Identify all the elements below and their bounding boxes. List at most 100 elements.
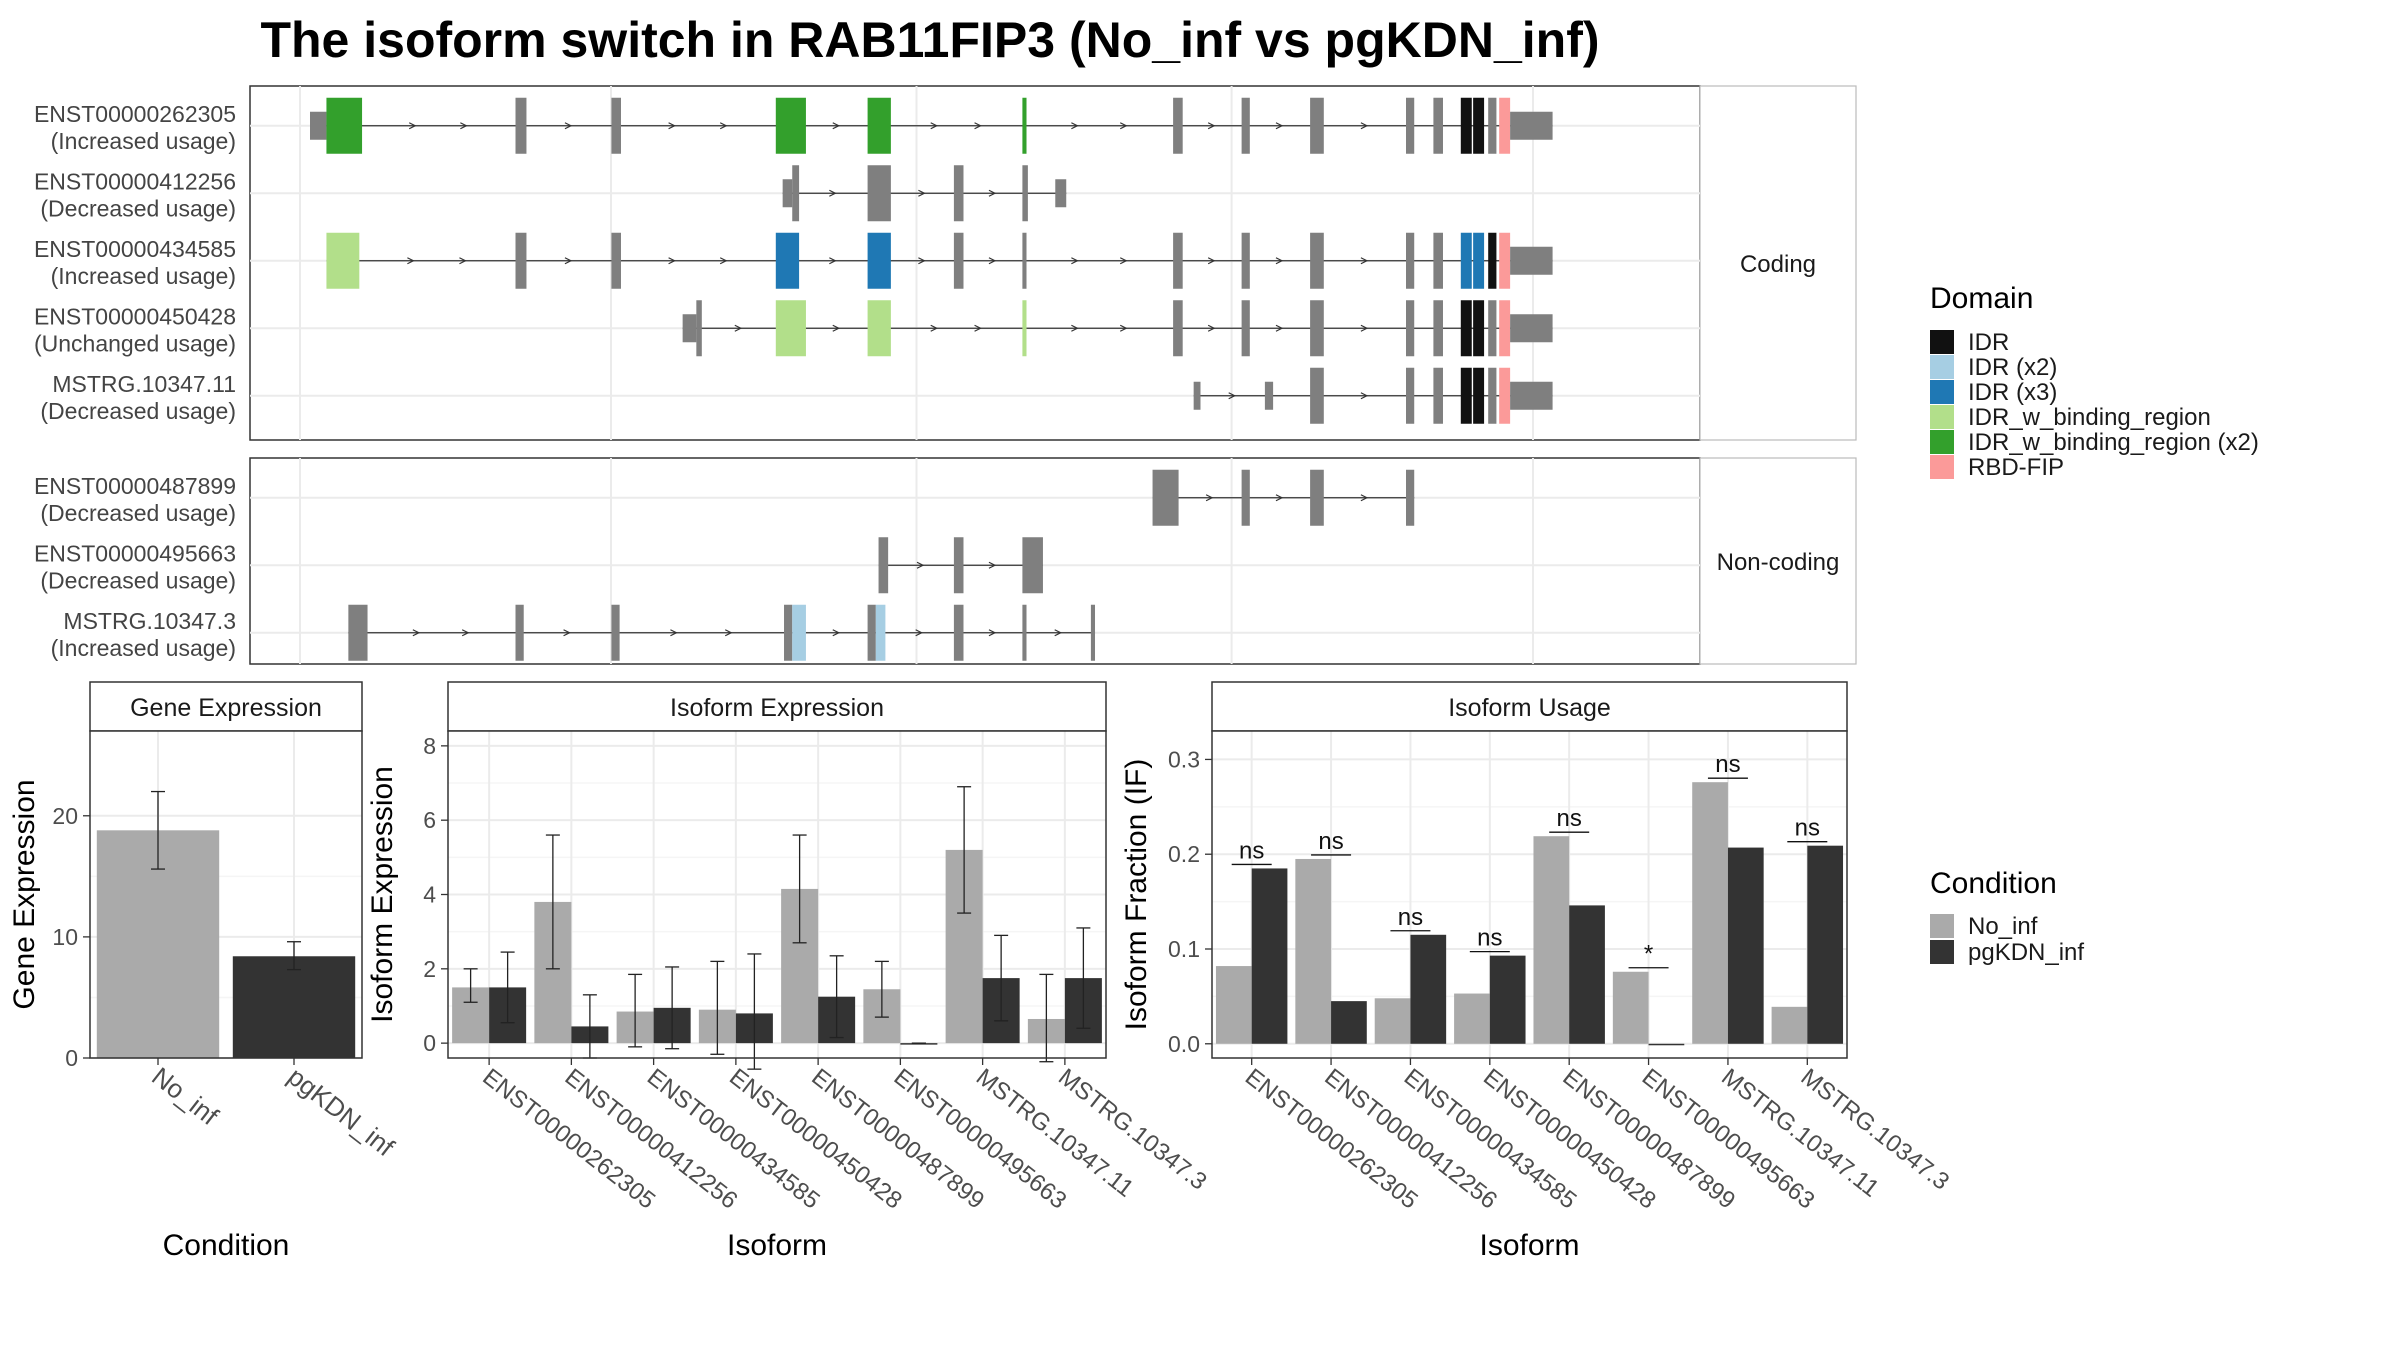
direction-arrow — [1071, 122, 1079, 130]
direction-arrow — [974, 324, 982, 332]
exon-block — [792, 165, 800, 222]
exon-block — [792, 604, 806, 661]
exon-block — [1499, 97, 1511, 154]
transcript-usage-label: (Increased usage) — [51, 128, 236, 154]
exon-block — [515, 97, 527, 154]
direction-arrow — [724, 629, 733, 637]
exon-block — [1310, 469, 1324, 526]
bar-ENST00000434585-pgKDN_inf — [1410, 934, 1447, 1044]
direction-arrow — [719, 122, 728, 130]
direction-arrow — [1360, 494, 1369, 502]
x-axis-title: Condition — [163, 1229, 290, 1262]
significance-label: ns — [1557, 805, 1582, 832]
chart-strip-label: Isoform Expression — [670, 694, 884, 722]
domain-legend-label: IDR — [1968, 329, 2009, 356]
significance-label: ns — [1477, 925, 1502, 952]
direction-arrow — [1360, 257, 1369, 265]
direction-arrow — [668, 122, 676, 130]
strip-label-coding: Coding — [1740, 251, 1816, 278]
exon-block — [696, 300, 702, 357]
condition-legend-swatch — [1930, 940, 1954, 964]
transcript-usage-label: (Decreased usage) — [40, 398, 236, 424]
exon-block — [1473, 300, 1485, 357]
direction-arrow — [1205, 494, 1214, 502]
exon-block — [1473, 232, 1485, 289]
exon-block — [1173, 232, 1183, 289]
bar-ENST00000487899-No_inf — [1533, 836, 1570, 1044]
y-tick-label: 6 — [423, 807, 436, 833]
direction-arrow — [563, 629, 571, 637]
direction-arrow — [461, 629, 470, 637]
strip-label-noncoding: Non-coding — [1717, 549, 1840, 576]
exon-block — [1406, 469, 1415, 526]
domain-legend-swatch — [1930, 330, 1954, 354]
transcript-id-label: ENST00000412256 — [34, 168, 236, 194]
direction-arrow — [1207, 324, 1216, 332]
y-tick-label: 20 — [52, 803, 78, 829]
exon-block — [1460, 300, 1472, 357]
transcript-id-label: ENST00000262305 — [34, 101, 236, 127]
exon-block — [1152, 469, 1179, 526]
direction-arrow — [1207, 122, 1216, 130]
transcript-id-label: MSTRG.10347.11 — [52, 371, 236, 397]
exon-block — [867, 97, 891, 154]
y-tick-label: 2 — [423, 956, 436, 982]
exon-block — [1310, 97, 1324, 154]
bar-ENST00000487899-pgKDN_inf — [1569, 905, 1605, 1044]
bar-ENST00000262305-pgKDN_inf — [1251, 868, 1288, 1044]
exon-block — [1090, 604, 1096, 661]
structure-strip-coding — [1699, 85, 1857, 441]
exon-block — [1173, 300, 1183, 357]
direction-arrow — [408, 122, 417, 130]
exon-block — [1488, 367, 1497, 424]
exon-block — [1510, 314, 1553, 343]
domain-legend-label: RBD-FIP — [1968, 454, 2064, 481]
direction-arrow — [988, 257, 997, 265]
exon-block — [1433, 232, 1443, 289]
exon-block — [611, 97, 621, 154]
domain-legend-swatch — [1930, 405, 1954, 429]
exon-block — [326, 97, 363, 154]
direction-arrow — [930, 122, 939, 130]
exon-block — [953, 232, 964, 289]
transcript-id-label: ENST00000434585 — [34, 236, 236, 262]
chart-strip-label: Gene Expression — [130, 694, 322, 722]
direction-arrow — [916, 561, 925, 569]
direction-arrow — [719, 257, 728, 265]
bar-ENST00000412256-No_inf — [1295, 858, 1332, 1044]
exon-block — [1510, 246, 1553, 275]
exon-block — [515, 232, 527, 289]
significance-label: ns — [1715, 751, 1740, 778]
exon-block — [326, 232, 360, 289]
bar-ENST00000450428-No_inf — [1454, 993, 1490, 1044]
direction-arrow — [564, 257, 573, 265]
bar-ENST00000495663-pgKDN_inf — [1648, 1043, 1685, 1046]
significance-label: ns — [1398, 904, 1423, 931]
exon-block — [1173, 97, 1183, 154]
direction-arrow — [668, 257, 676, 265]
transcript-id-label: ENST00000487899 — [34, 473, 236, 499]
direction-arrow — [988, 189, 997, 197]
exon-block — [775, 300, 806, 357]
significance-label: * — [1644, 941, 1653, 968]
exon-block — [867, 300, 891, 357]
bar-ENST00000262305-No_inf — [1215, 966, 1252, 1044]
exon-block — [1310, 300, 1324, 357]
exon-block — [1241, 469, 1250, 526]
direction-arrow — [918, 189, 926, 197]
exon-block — [1406, 97, 1415, 154]
exon-block — [1460, 367, 1472, 424]
chart-strip-label: Isoform Usage — [1448, 694, 1611, 722]
chart-panel-1: Isoform Expression02468ENST00000262305EN… — [366, 681, 1212, 1262]
direction-arrow — [1119, 257, 1128, 265]
exon-block — [1055, 179, 1067, 208]
exon-block — [348, 604, 368, 661]
domain-legend-swatch — [1930, 455, 1954, 479]
exon-block — [953, 165, 964, 222]
transcript-usage-label: (Increased usage) — [51, 263, 236, 289]
structure-panel-noncoding — [249, 457, 1701, 665]
domain-legend-label: IDR_w_binding_region (x2) — [1968, 429, 2259, 456]
condition-legend-label: No_inf — [1968, 913, 2038, 940]
domain-legend-label: IDR (x2) — [1968, 354, 2057, 381]
